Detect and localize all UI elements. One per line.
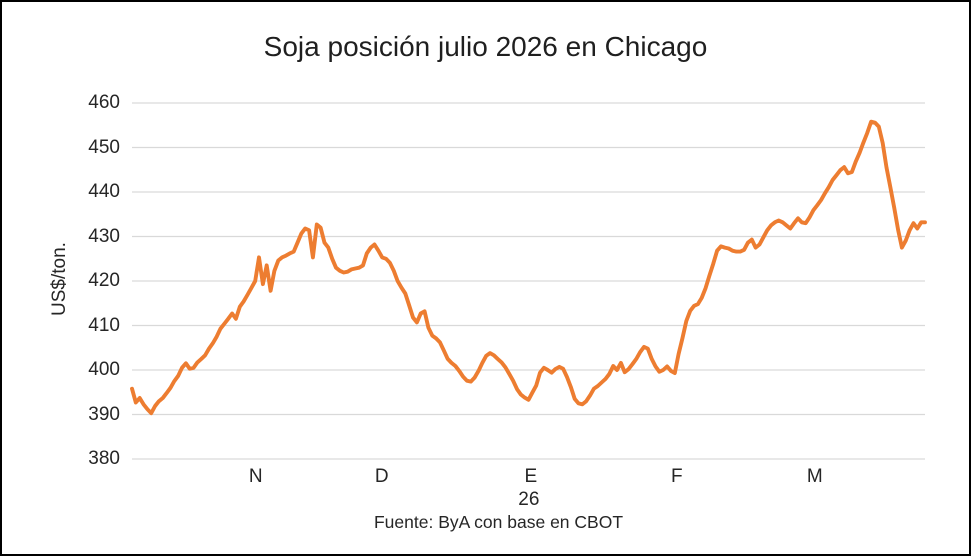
- price-line-chart: [130, 102, 927, 460]
- y-tick-label: 440: [88, 181, 120, 202]
- y-tick-label: 450: [88, 136, 120, 158]
- y-tick-label: 390: [88, 403, 120, 425]
- y-tick-label: 430: [88, 225, 120, 247]
- y-tick-label: 380: [88, 448, 120, 469]
- y-tick-label: 410: [88, 314, 120, 336]
- price-line: [130, 119, 927, 416]
- y-tick-label: 460: [88, 92, 120, 113]
- x-tick-label: D: [374, 466, 389, 487]
- source-caption: Fuente: ByA con base en CBOT: [373, 512, 624, 532]
- x-tick-label: N: [248, 466, 263, 487]
- y-tick-label: 420: [88, 270, 120, 291]
- x-tick-label: F: [670, 466, 683, 487]
- y-tick-label: 400: [88, 359, 120, 380]
- chart-title: Soja posición julio 2026 en Chicago: [263, 31, 708, 62]
- plot-area: [130, 102, 927, 460]
- x-tick-label: M: [806, 466, 823, 487]
- x-tick-year-label: 26: [518, 489, 540, 510]
- x-tick-label: E: [524, 466, 538, 487]
